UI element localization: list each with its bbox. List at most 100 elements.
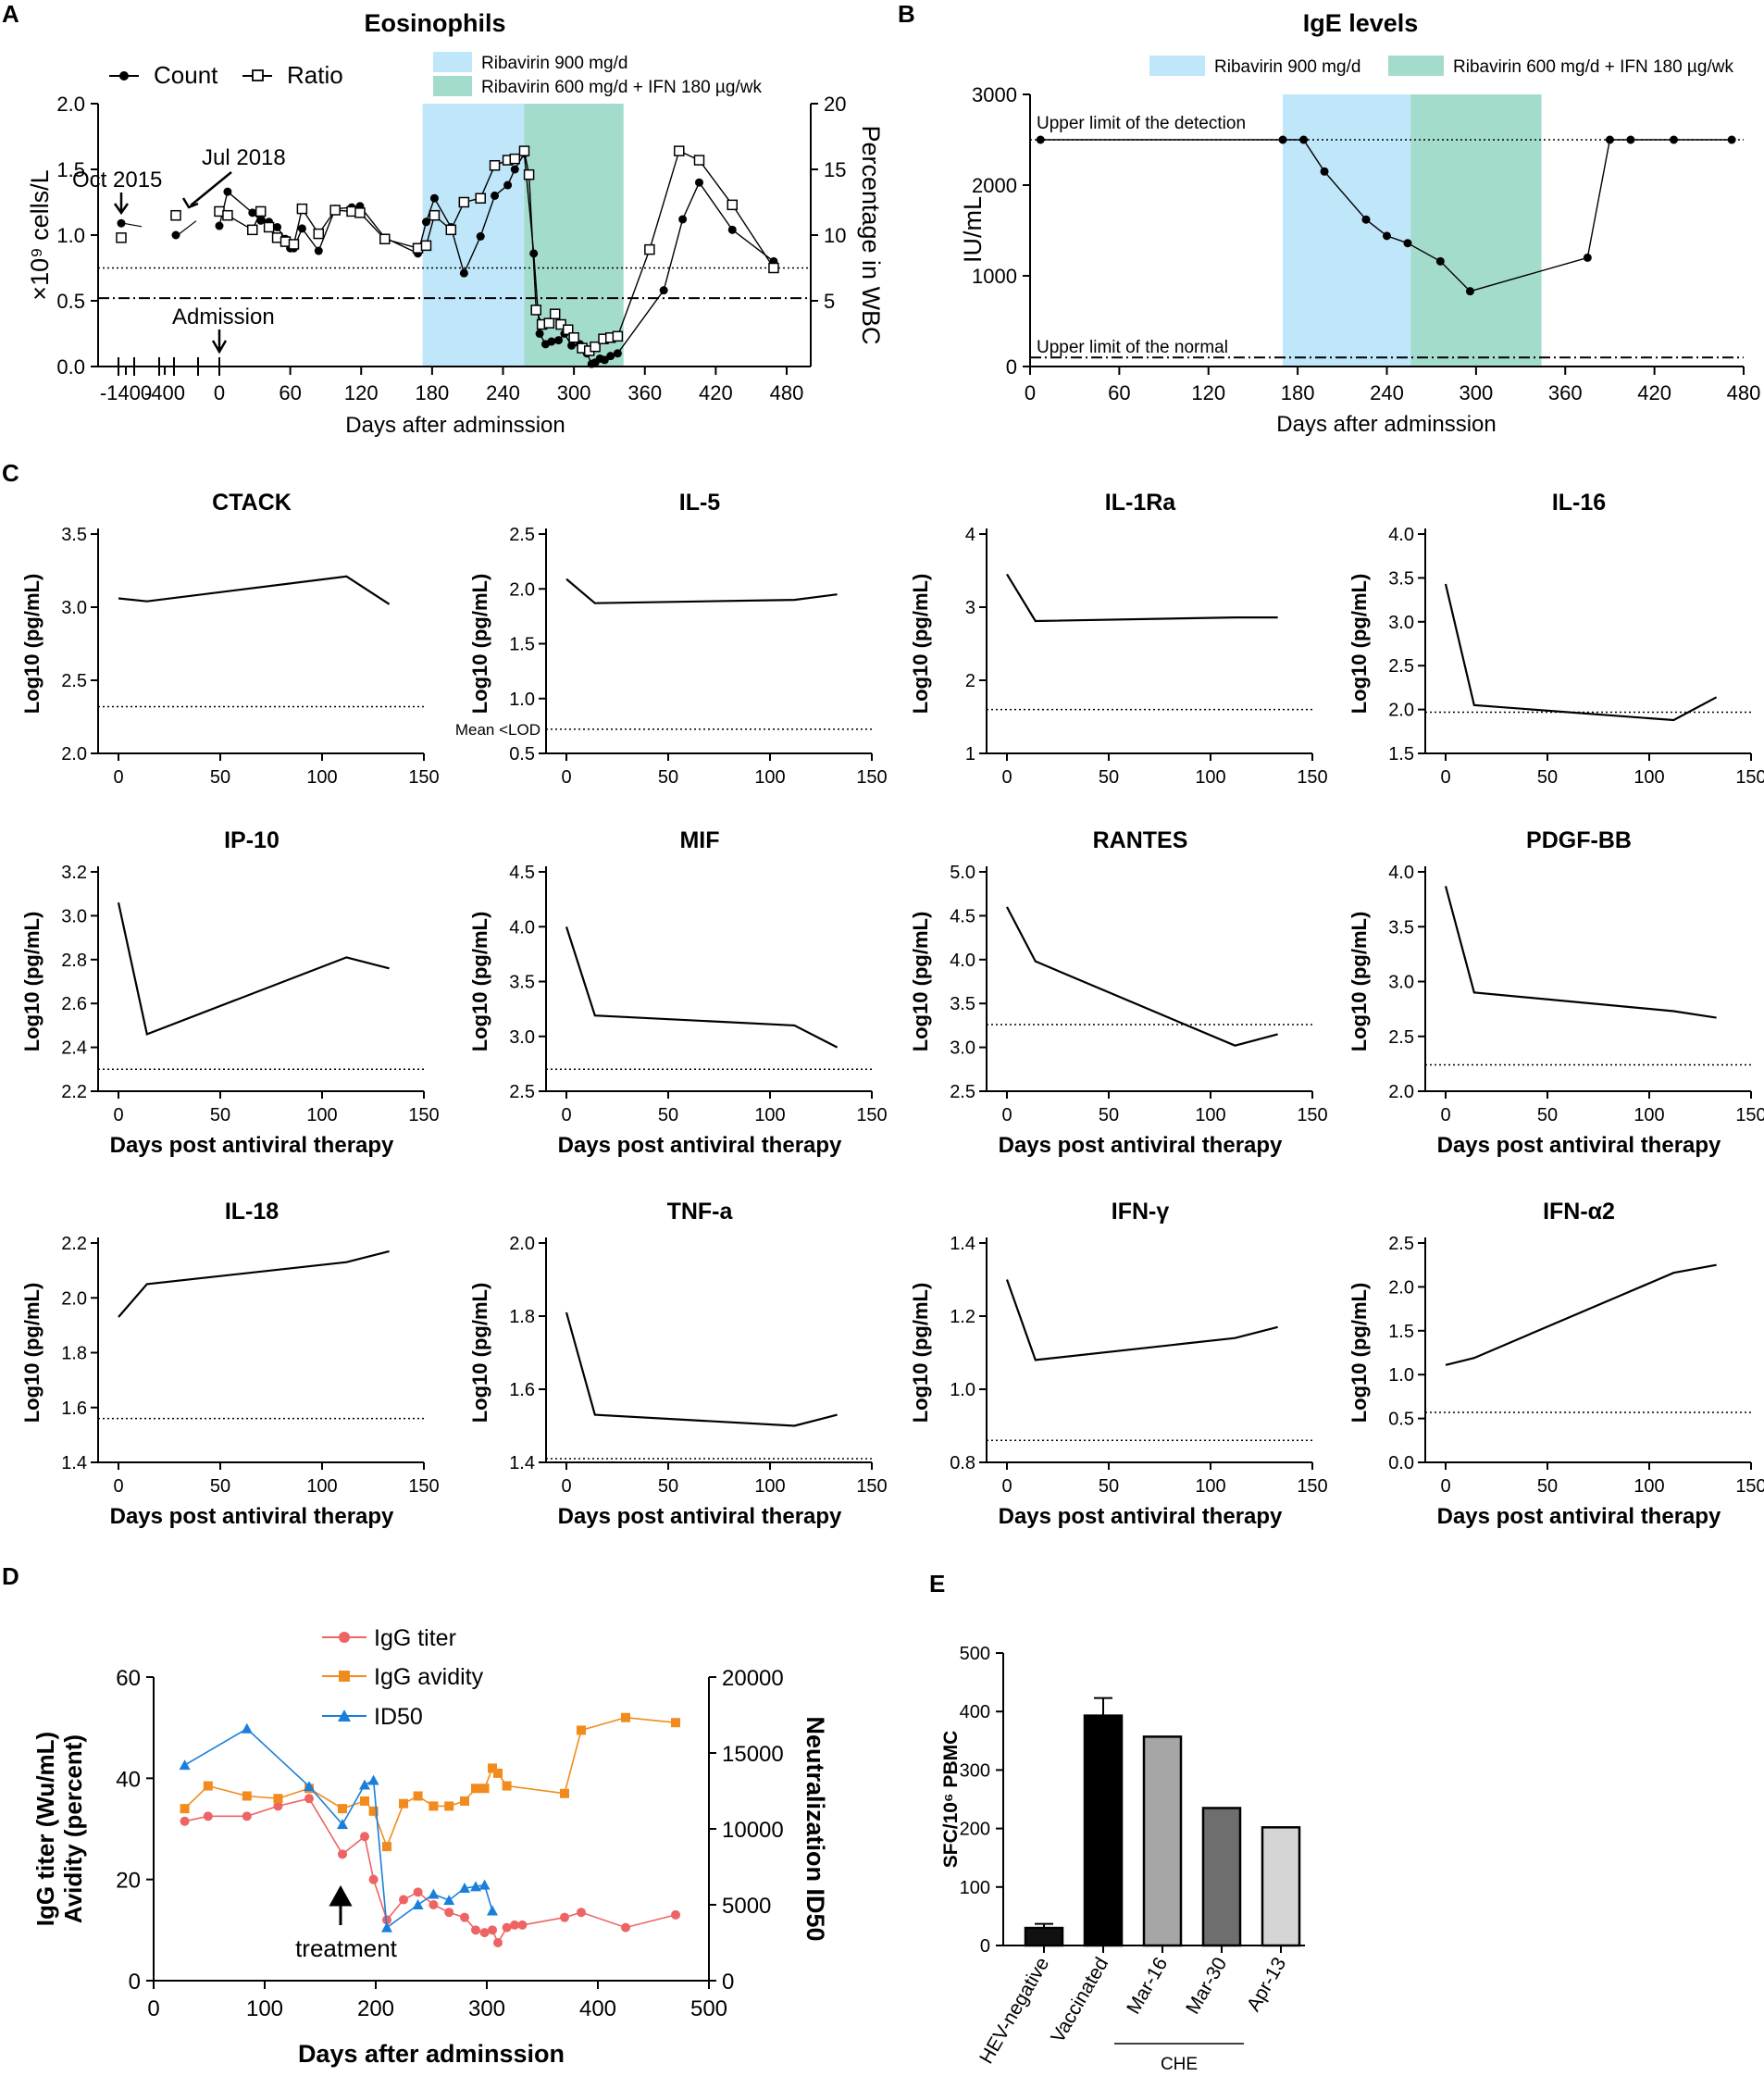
panel-d-y2-axis-label: Neutralization ID50 [801,1716,829,1941]
panel-d-igg-avidity-point [429,1801,439,1811]
panel-b-ige-point [1403,239,1412,248]
cytokine-series-line [118,575,391,605]
panel-a-ratio-point [489,159,501,171]
legend-ribavirin-600-ifn-swatch [433,76,472,96]
panel-d-igg-avidity-point [382,1842,391,1852]
cytokine-y-tick-label: 1.5 [509,635,535,655]
cytokine-title: IL-5 [679,490,721,516]
cytokine-x-tick-label: 0 [113,1476,123,1497]
panel-b-ige-point [1465,287,1474,296]
panel-d-igg-avidity-point [621,1712,630,1722]
panel-a-y2-axis-label: Percentage in WBC [857,125,885,344]
cytokine-y-tick-label: 3.2 [61,863,87,883]
cytokine-panel-pdgf-bb: PDGF-BB 2.0 2.5 3.0 3.5 4.0 0 50 100 150 Days post… [1348,827,1764,1158]
panel-b-x-tick-label: 300 [1460,381,1494,404]
cytokine-x-tick-label: 0 [1440,1476,1450,1497]
panel-a-count-point [215,221,224,230]
legend-ratio-marker [252,69,264,81]
cytokine-y-tick-label: 2.5 [509,525,535,545]
cytokine-y-tick-label: 2.5 [950,1082,975,1102]
panel-a-count-point [459,268,468,278]
panel-a-y-tick-label: 2.0 [56,93,85,116]
panel-e-y-axis-label: SFC/10⁶ PBMC [940,1731,962,1869]
cytokine-x-axis-label: Days post antiviral therapy [999,1133,1283,1158]
panel-b-ige-point [1278,135,1287,144]
panel-a-count-point [503,180,513,190]
cytokine-y-axis-label: Log10 (pg/mL) [20,912,43,1052]
panel-a-title: Eosinophils [364,9,505,37]
panel-a-x-tick-label: 420 [699,381,733,404]
panel-d-y2-tick-label: 20000 [722,1666,784,1691]
cytokine-y-tick-label: 2.2 [61,1082,87,1102]
annotation-oct-2015: Oct 2015 [72,168,162,193]
panel-b-y-tick-label: 3000 [972,83,1017,106]
cytokine-title: IFN-γ [1112,1199,1170,1224]
cytokine-x-tick-label: 0 [561,1105,571,1125]
cytokine-x-tick-label: 150 [408,1105,439,1125]
panel-d-igg-titer-point [360,1832,369,1842]
cytokine-lod-label: Mean <LOD [455,721,540,739]
annotation-jul-2018: Jul 2018 [202,145,286,170]
cytokine-title: TNF-a [667,1199,734,1224]
panel-letter-d: D [2,1562,19,1590]
legend-id50-marker [338,1709,351,1722]
panel-d-y2-tick-label: 15000 [722,1742,784,1767]
panel-d-igg-avidity-point [273,1794,283,1804]
panel-a-count-point [535,329,544,338]
panel-e-x-tick-label: Vaccinated [1047,1954,1112,2046]
panel-a-count-point [248,208,257,218]
legend-ratio-label: Ratio [287,61,343,89]
cytokine-y-tick-label: 2.2 [61,1234,87,1254]
panel-a-y2-tick-label: 5 [824,290,835,313]
panel-d-id50-point [428,1888,440,1899]
panel-b-detection-limit-label: Upper limit of the detection [1037,114,1246,133]
cytokine-panel-il-16: IL-16 1.5 2.0 2.5 3.0 3.5 4.0 0 50 100 150 Log10 (p… [1348,490,1764,788]
panel-d-igg-titer-point [413,1887,423,1897]
cytokine-x-tick-label: 0 [1440,767,1450,788]
panel-d-legend: IgG titer IgG avidity ID50 [322,1625,484,1730]
panel-a-count-point [510,165,519,174]
cytokine-y-tick-label: 2 [965,671,975,691]
cytokine-panel-il-18: IL-18 1.4 1.6 1.8 2.0 2.2 0 50 100 150 Days post a… [20,1199,440,1529]
cytokine-x-tick-label: 0 [1001,1105,1012,1125]
legend-ribavirin-900-swatch [433,52,472,72]
panel-a-count-point [421,218,430,227]
cytokine-y-tick-label: 2.0 [509,1234,535,1254]
panel-a-pre-connector [122,222,143,228]
panel-a-ratio-point [420,240,432,252]
panel-a-pre-ratio-point [170,209,181,221]
cytokine-title: IP-10 [224,827,280,853]
cytokine-x-tick-label: 50 [1537,1476,1558,1497]
cytokine-y-tick-label: 2.0 [61,744,87,765]
panel-d-y-axis-label: IgG titer (Wu/mL) [31,1732,59,1926]
panel-b-y-axis-label: IU/mL [959,196,987,263]
panel-d-id50-point [412,1899,424,1909]
cytokine-y-tick-label: 4.5 [509,863,535,883]
cytokine-series-line [565,926,839,1049]
arrow-admission [211,329,228,354]
panel-a-y2-tick-label: 15 [824,158,846,181]
panel-a-x-tick-label: 180 [416,381,450,404]
panel-a-ratio-point [518,145,530,156]
cytokine-y-axis-label: Log10 (pg/mL) [909,574,932,715]
panel-a-count-point [476,231,485,241]
panel-b-ige-point [1626,135,1635,144]
panel-a-ratio-point [674,145,685,156]
panel-d-id50-point [359,1779,370,1790]
panel-b-ige-point [1605,135,1614,144]
panel-a-count-point [529,249,539,258]
cytokine-x-axis-label: Days post antiviral therapy [110,1504,394,1529]
panel-b-x-tick-label: 360 [1548,381,1583,404]
panel-d-x-tick-label: 200 [357,1996,394,2021]
cytokine-series-line [1005,1279,1278,1361]
arrow-jul-2018 [181,171,232,209]
panel-d-y-tick-label: 40 [116,1767,141,1792]
panel-b-ige-point [1435,256,1445,266]
cytokine-x-tick-label: 0 [1001,1476,1012,1497]
panel-a-legend: Count Ratio Ribavirin 900 mg/d Ribavirin… [109,52,762,97]
panel-d-igg-titer-point [517,1920,528,1930]
cytokine-y-tick-label: 4.5 [950,906,975,926]
cytokine-x-tick-label: 50 [658,1105,678,1125]
